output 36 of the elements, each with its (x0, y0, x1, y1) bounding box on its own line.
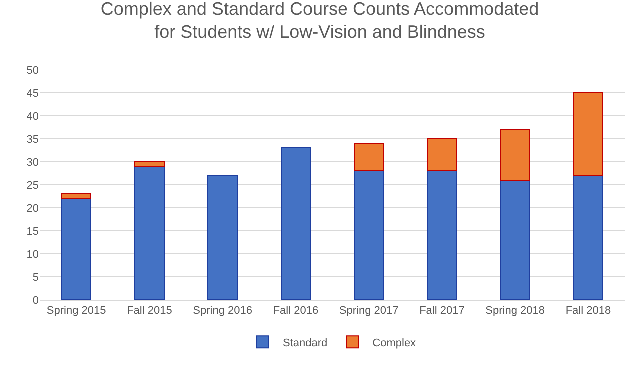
x-tick-label: Fall 2017 (420, 305, 465, 318)
bar (208, 175, 238, 300)
x-tick-label: Fall 2018 (566, 305, 612, 318)
y-tick-label: 35 (26, 134, 39, 146)
bar (427, 170, 458, 300)
bar (573, 175, 604, 300)
bar (134, 166, 165, 300)
legend-label: Standard (283, 337, 328, 350)
x-tick-label: Fall 2016 (273, 305, 319, 318)
y-tick-label: 45 (26, 88, 39, 100)
x-tick-label: Spring 2018 (486, 305, 545, 318)
x-tick-label: Spring 2017 (339, 305, 399, 318)
y-tick-label: 30 (26, 156, 39, 169)
y-tick-label: 20 (26, 202, 39, 215)
bar (134, 162, 165, 168)
x-tick-label: Spring 2016 (193, 305, 252, 318)
bar (427, 138, 458, 172)
x-tick-label: Fall 2015 (127, 305, 172, 318)
bar (61, 198, 92, 300)
y-tick-label: 5 (32, 272, 39, 284)
y-tick-label: 25 (26, 180, 39, 192)
y-tick-label: 10 (26, 248, 39, 261)
chart-title: Complex and Standard Course Counts Accommodated for Students w/ Low-Vision and Blindness (100, 0, 540, 42)
bar (280, 148, 312, 300)
bar (354, 143, 384, 172)
y-tick-label: 40 (26, 110, 39, 123)
bar (500, 129, 530, 181)
bar (61, 194, 92, 200)
bar (500, 180, 530, 300)
legend-label: Complex (372, 337, 417, 350)
bar (354, 170, 384, 300)
y-tick-label: 0 (32, 294, 39, 307)
bar (573, 92, 604, 176)
y-tick-label: 50 (26, 64, 39, 77)
x-tick-label: Spring 2015 (46, 305, 106, 318)
y-tick-label: 15 (26, 226, 39, 238)
